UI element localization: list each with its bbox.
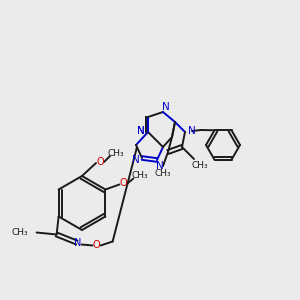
Text: CH₃: CH₃ <box>108 149 124 158</box>
Text: N: N <box>156 161 164 171</box>
Text: O: O <box>93 239 101 250</box>
Text: N: N <box>162 102 170 112</box>
Text: O: O <box>96 157 104 167</box>
Text: CH₃: CH₃ <box>155 169 171 178</box>
Text: N: N <box>137 126 145 136</box>
Text: CH₃: CH₃ <box>131 171 148 180</box>
Text: N: N <box>132 155 140 165</box>
Text: N: N <box>188 126 196 136</box>
Text: CH₃: CH₃ <box>192 160 208 169</box>
Text: N: N <box>137 126 145 136</box>
Text: O: O <box>120 178 127 188</box>
Text: N: N <box>74 238 81 248</box>
Text: CH₃: CH₃ <box>12 228 28 237</box>
